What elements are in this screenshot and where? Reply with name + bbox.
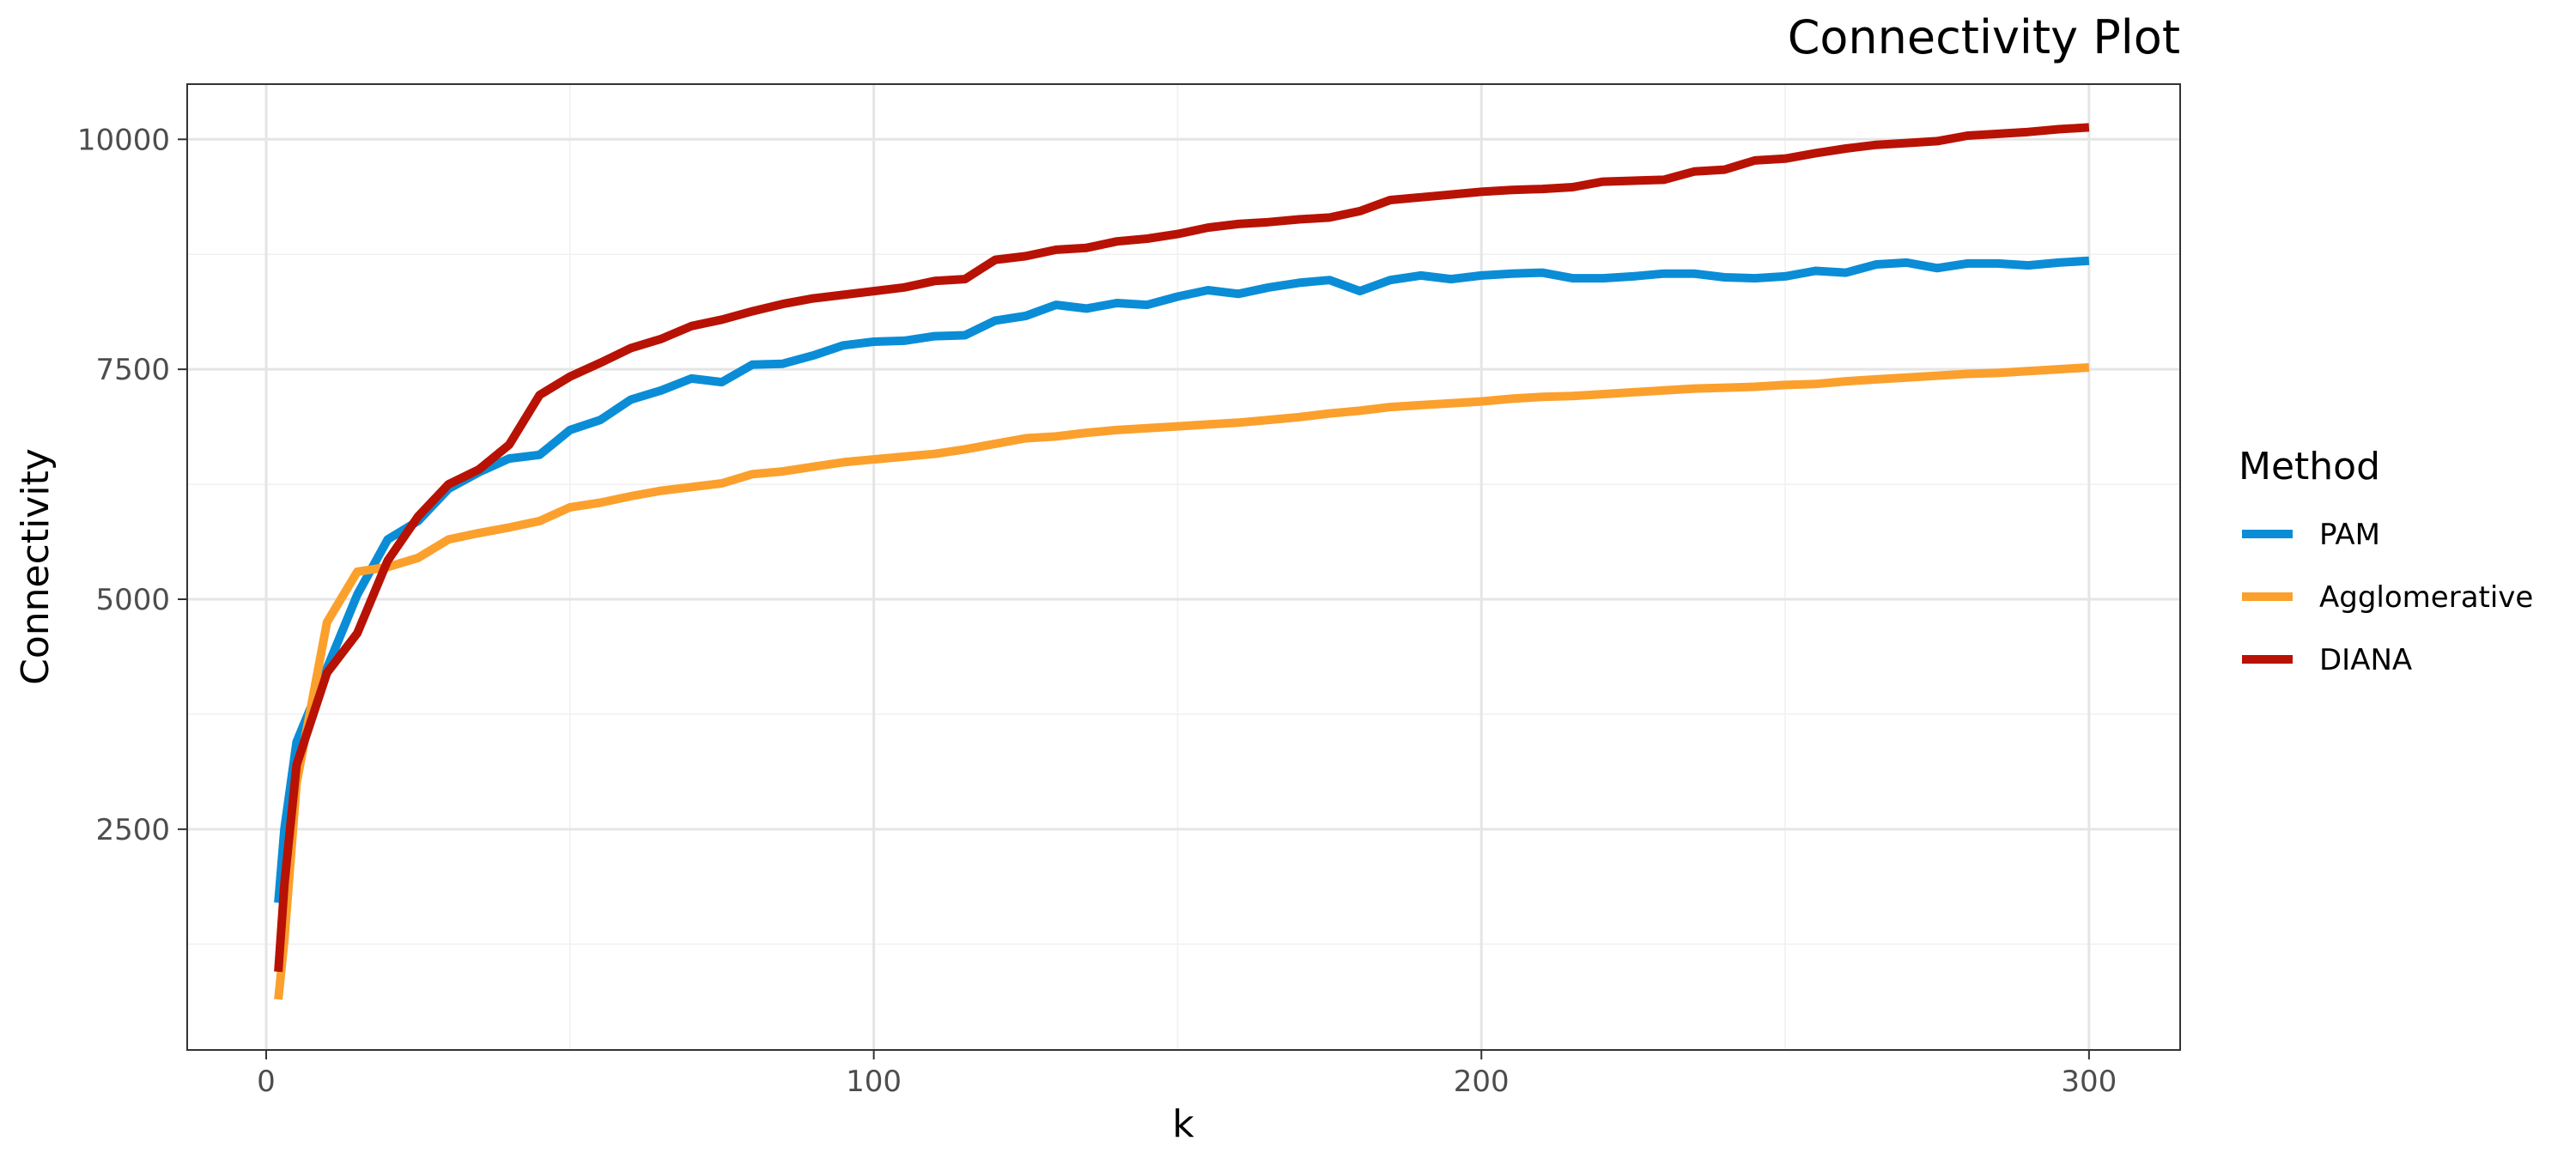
grid-lines [187, 84, 2180, 1050]
y-tick-label: 10000 [77, 123, 170, 157]
plot-panel-background [187, 84, 2180, 1050]
series-lines [274, 123, 2090, 1000]
x-tick-label: 300 [2061, 1065, 2117, 1099]
series-line-pam [274, 256, 2090, 904]
series-line-diana [274, 123, 2090, 973]
y-axis-title: Connectivity [14, 448, 58, 685]
legend: Method PAM Agglomerative DIANA [2239, 445, 2533, 677]
y-tick-label: 5000 [95, 583, 170, 617]
chart-title: Connectivity Plot [1788, 10, 2180, 64]
legend-label: Agglomerative [2319, 580, 2533, 615]
x-axis-title: k [1172, 1102, 1194, 1146]
legend-title: Method [2239, 445, 2380, 488]
legend-item-agglomerative: Agglomerative [2242, 580, 2533, 615]
x-tick-label: 0 [257, 1065, 276, 1099]
y-tick-label: 2500 [95, 813, 170, 847]
axis-ticks: 0 100 200 300 2500 5000 7500 10000 [77, 123, 2117, 1099]
legend-label: PAM [2319, 518, 2380, 552]
series-line-agglomerative [274, 363, 2090, 1000]
y-tick-label: 7500 [95, 353, 170, 387]
legend-item-diana: DIANA [2242, 643, 2412, 677]
legend-label: DIANA [2319, 643, 2412, 677]
x-tick-label: 100 [846, 1065, 902, 1099]
plot-panel-border [186, 83, 2181, 1051]
legend-item-pam: PAM [2242, 518, 2380, 552]
x-tick-label: 200 [1454, 1065, 1510, 1099]
